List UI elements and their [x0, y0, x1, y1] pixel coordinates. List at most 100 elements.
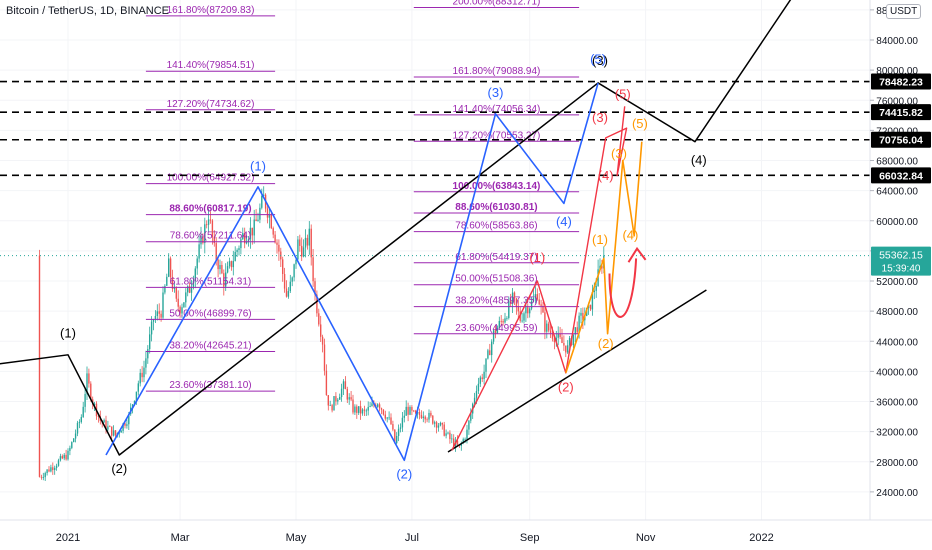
candle-body — [377, 404, 379, 407]
candle-body — [48, 469, 50, 472]
candle-body — [181, 307, 183, 314]
candle-body — [483, 371, 485, 380]
candle-body — [225, 272, 227, 287]
price-tick-label: 24000.00 — [876, 488, 918, 499]
candle-body — [434, 422, 436, 424]
candle-body — [527, 307, 529, 314]
candle-body — [192, 280, 195, 287]
candle-body — [352, 399, 354, 413]
candle-body — [561, 337, 563, 344]
wave-label: (2) — [396, 466, 412, 481]
candle-body — [46, 469, 48, 474]
price-tick-label: 60000.00 — [876, 217, 918, 228]
candle-body — [397, 428, 400, 436]
candle-body — [268, 214, 271, 218]
candle-body — [538, 299, 540, 305]
candle-body — [93, 403, 96, 405]
candle-body — [145, 358, 147, 368]
candle-body — [422, 416, 424, 418]
candle-body — [223, 273, 225, 287]
candle-body — [415, 410, 417, 414]
black-trendline-lower[interactable] — [447, 289, 707, 453]
fib-level-label: 100.00%(64927.52) — [167, 173, 255, 184]
candle-body — [437, 425, 440, 428]
wave-label: (3) — [611, 146, 627, 161]
candle-body — [287, 291, 290, 297]
candle-body — [261, 195, 263, 208]
candle-body — [270, 214, 272, 229]
candle-body — [139, 372, 141, 384]
candle-body — [563, 343, 565, 346]
candle-body — [413, 410, 415, 412]
candle-body — [221, 265, 223, 274]
candle-body — [435, 422, 438, 428]
candle-body — [513, 292, 516, 299]
fib-retracement-1[interactable]: 161.80%(87209.83) 141.40%(79854.51) 127.20… — [145, 5, 276, 392]
candle-body — [158, 311, 160, 314]
wave-drawings[interactable] — [0, 0, 809, 462]
candle-body — [363, 409, 366, 411]
candle-body — [135, 391, 138, 401]
wave-labels: (1) (2) (3) (4) (1) (2) (3) (4) (5) (1) (2) (3) (4) (… — [60, 51, 707, 481]
horizontal-lines[interactable] — [0, 80, 870, 177]
candle-body — [331, 405, 333, 411]
candle-body — [511, 292, 514, 304]
candle-body — [473, 397, 476, 404]
candle-body — [492, 330, 495, 342]
candle-body — [451, 438, 453, 440]
candle-body — [475, 391, 478, 398]
candle-body — [55, 465, 58, 468]
candle-body — [340, 388, 343, 398]
candle-body — [274, 234, 276, 243]
price-tag-label: 78482.23 — [879, 77, 923, 89]
fib-level-label: 23.60%(44995.59) — [455, 323, 537, 334]
candle-body — [74, 433, 77, 439]
red-wave-line[interactable] — [451, 106, 628, 451]
fib-retracement-2[interactable]: 200.00%(88312.71) 161.80%(79088.94) 141.40… — [413, 0, 580, 335]
time-axis[interactable]: 2021 Mar May Jul Sep Nov 2022 — [56, 532, 774, 544]
candle-body — [232, 260, 234, 268]
candle-body — [61, 456, 63, 459]
candle-body — [50, 467, 52, 472]
red-arc-projection[interactable] — [608, 258, 638, 318]
candle-body — [253, 219, 255, 236]
candle-body — [285, 288, 288, 297]
price-tick-label: 40000.00 — [876, 367, 918, 378]
candle-body — [38, 255, 41, 477]
fib-level-label: 161.80%(79088.94) — [453, 66, 541, 77]
candle-body — [367, 406, 369, 411]
candle-body — [510, 300, 512, 304]
black-wave-line[interactable] — [0, 0, 809, 456]
fib-level-label: 78.60%(57211.64) — [170, 231, 252, 242]
candle-body — [245, 242, 248, 244]
wave-label: (5) — [590, 51, 606, 66]
candle-body — [154, 315, 157, 320]
candle-body — [388, 417, 390, 419]
candle-body — [515, 298, 518, 307]
candle-body — [194, 268, 196, 281]
blue-wave-line[interactable] — [105, 82, 599, 462]
symbol-title[interactable]: Bitcoin / TetherUS, 1D, BINANCE — [6, 5, 170, 17]
candle-body — [143, 367, 145, 378]
candle-body — [183, 302, 185, 308]
time-tick-label: Mar — [171, 532, 190, 544]
candle-body — [295, 259, 297, 265]
red-arc-arrow-head[interactable] — [627, 246, 647, 263]
candle-body — [589, 304, 592, 310]
candle-body — [160, 313, 162, 318]
candle-body — [282, 259, 284, 275]
candle-body — [259, 207, 261, 220]
candle-body — [445, 433, 447, 436]
wave-label: (4) — [622, 228, 638, 243]
candle-body — [202, 235, 204, 244]
orange-wave-line[interactable] — [565, 141, 643, 374]
fib-level-label: 88.60%(60817.19) — [169, 204, 251, 215]
wave-label: (2) — [558, 380, 574, 395]
candle-body — [54, 467, 56, 470]
candle-body — [401, 417, 404, 428]
wave-label: (4) — [691, 152, 707, 167]
candle-body — [532, 297, 535, 302]
currency-badge[interactable]: USDT — [886, 4, 922, 19]
candle-body — [137, 383, 139, 392]
